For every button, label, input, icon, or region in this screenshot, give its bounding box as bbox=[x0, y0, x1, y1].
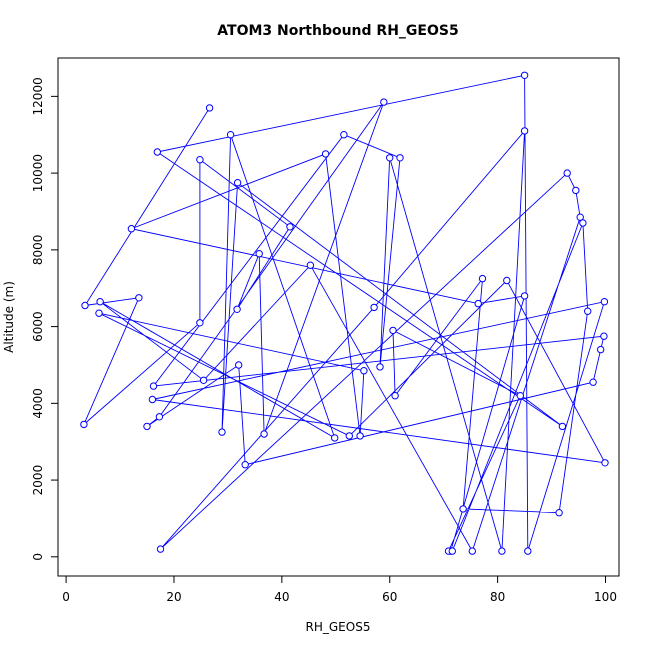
data-point bbox=[579, 219, 587, 227]
data-point bbox=[360, 367, 368, 375]
y-axis-label: Altitude (m) bbox=[2, 281, 16, 353]
data-point bbox=[468, 547, 476, 555]
data-point bbox=[196, 319, 204, 327]
data-point bbox=[589, 378, 597, 386]
data-point bbox=[396, 154, 404, 162]
data-point bbox=[321, 150, 330, 158]
data-point bbox=[503, 276, 511, 285]
data-point bbox=[205, 104, 214, 112]
data-point bbox=[376, 363, 384, 371]
x-axis: 0 20 40 60 80 100 bbox=[62, 575, 617, 604]
data-point bbox=[520, 292, 529, 300]
y-tick-label: 4000 bbox=[31, 388, 45, 419]
data-point bbox=[80, 420, 88, 429]
data-point bbox=[584, 307, 592, 315]
x-tick-label: 80 bbox=[490, 590, 505, 604]
data-point bbox=[156, 545, 165, 553]
data-point bbox=[127, 225, 136, 233]
data-point bbox=[448, 547, 456, 555]
data-point bbox=[199, 376, 208, 384]
data-point bbox=[135, 294, 143, 302]
data-point bbox=[370, 303, 378, 312]
x-tick-label: 40 bbox=[274, 590, 289, 604]
data-point bbox=[516, 392, 524, 400]
y-axis: 0 2000 4000 6000 8000 10000 12000 bbox=[31, 77, 59, 561]
y-tick-label: 10000 bbox=[31, 154, 45, 192]
data-point bbox=[235, 361, 243, 369]
data-point bbox=[386, 154, 394, 162]
data-point bbox=[391, 392, 399, 400]
data-point bbox=[498, 547, 506, 555]
y-tick-label: 12000 bbox=[31, 77, 45, 115]
data-point bbox=[143, 422, 151, 431]
data-point bbox=[81, 301, 89, 310]
data-point bbox=[226, 131, 235, 139]
data-point bbox=[389, 326, 397, 335]
data-point bbox=[148, 395, 157, 404]
data-point bbox=[356, 432, 364, 440]
chart-title: ATOM3 Northbound RH_GEOS5 bbox=[217, 23, 458, 39]
data-point bbox=[520, 71, 529, 80]
x-tick-label: 100 bbox=[594, 590, 617, 604]
data-point bbox=[380, 98, 388, 106]
data-point bbox=[155, 413, 164, 421]
data-point bbox=[474, 299, 482, 308]
x-tick-label: 60 bbox=[382, 590, 397, 604]
data-point bbox=[233, 305, 241, 313]
series-layer bbox=[80, 71, 609, 555]
x-axis-label: RH_GEOS5 bbox=[306, 620, 371, 634]
data-point bbox=[524, 547, 532, 555]
x-tick-label: 20 bbox=[166, 590, 181, 604]
data-point bbox=[345, 432, 353, 440]
data-point bbox=[555, 509, 563, 517]
data-point bbox=[597, 345, 605, 354]
y-tick-label: 0 bbox=[31, 553, 45, 561]
data-point bbox=[306, 261, 315, 269]
data-point bbox=[600, 332, 608, 340]
data-point bbox=[572, 186, 580, 195]
data-point bbox=[340, 131, 348, 139]
data-point bbox=[576, 213, 584, 221]
data-point bbox=[241, 461, 249, 469]
data-point bbox=[233, 179, 242, 187]
data-point bbox=[260, 430, 268, 438]
data-point bbox=[153, 148, 162, 156]
data-point bbox=[218, 428, 226, 436]
data-point bbox=[331, 434, 339, 442]
data-point bbox=[478, 274, 487, 283]
data-point bbox=[563, 169, 571, 177]
data-point bbox=[196, 156, 204, 164]
data-point bbox=[149, 382, 158, 390]
x-tick-label: 0 bbox=[62, 590, 70, 604]
data-point bbox=[286, 223, 294, 231]
y-tick-label: 2000 bbox=[31, 465, 45, 496]
data-point bbox=[558, 422, 567, 431]
data-point bbox=[459, 505, 467, 513]
series-line bbox=[83, 74, 606, 553]
data-point bbox=[96, 298, 104, 306]
data-point bbox=[520, 127, 529, 135]
data-point bbox=[601, 459, 609, 467]
data-point bbox=[600, 298, 609, 306]
data-point bbox=[255, 250, 263, 258]
data-point bbox=[95, 309, 103, 317]
y-tick-label: 8000 bbox=[31, 235, 45, 266]
y-tick-label: 6000 bbox=[31, 311, 45, 342]
